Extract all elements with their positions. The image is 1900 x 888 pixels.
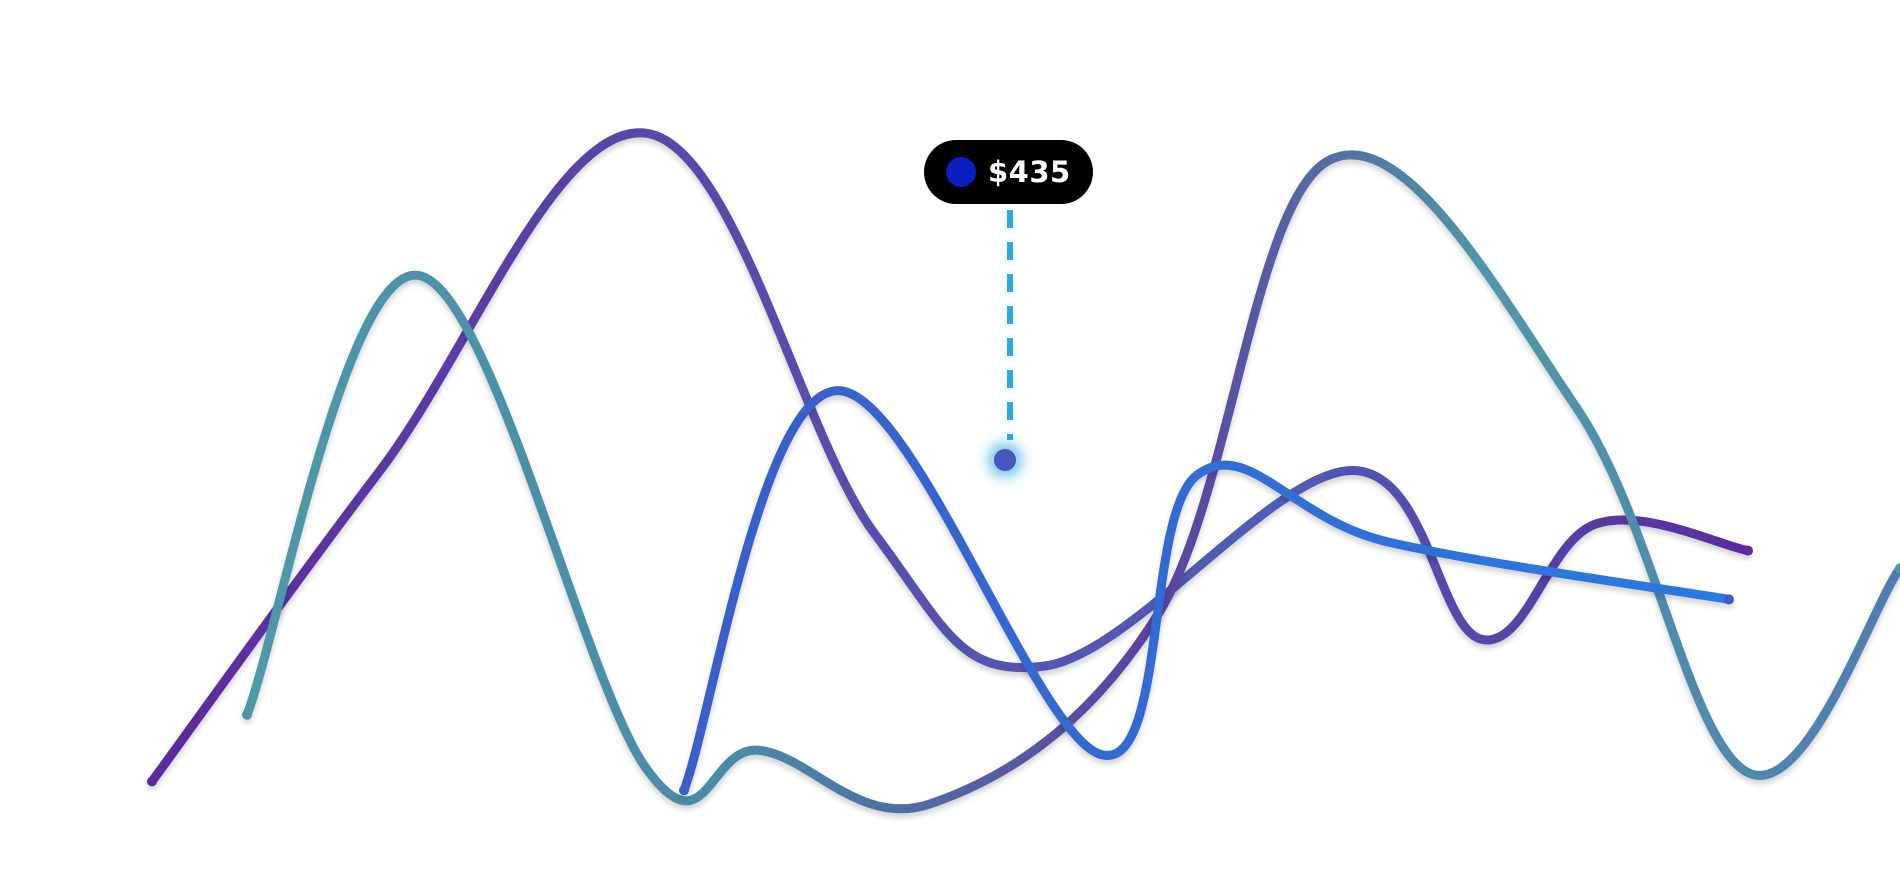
series-2-point-1	[242, 709, 252, 720]
series-3-point-6	[1724, 594, 1734, 605]
value-tooltip: $435	[924, 140, 1093, 204]
focus-point	[994, 449, 1016, 471]
series-1-point-9	[1743, 545, 1753, 556]
series-line-1	[147, 128, 1753, 786]
series-line-3	[679, 386, 1734, 795]
tooltip-series-dot	[946, 157, 976, 187]
series-1-point-1	[147, 776, 157, 787]
series-line-2	[242, 150, 1900, 814]
series-2-point-10	[1895, 563, 1900, 574]
tooltip-value: $435	[988, 155, 1071, 189]
series-3-point-1	[679, 785, 689, 796]
series-layer	[147, 128, 1900, 814]
